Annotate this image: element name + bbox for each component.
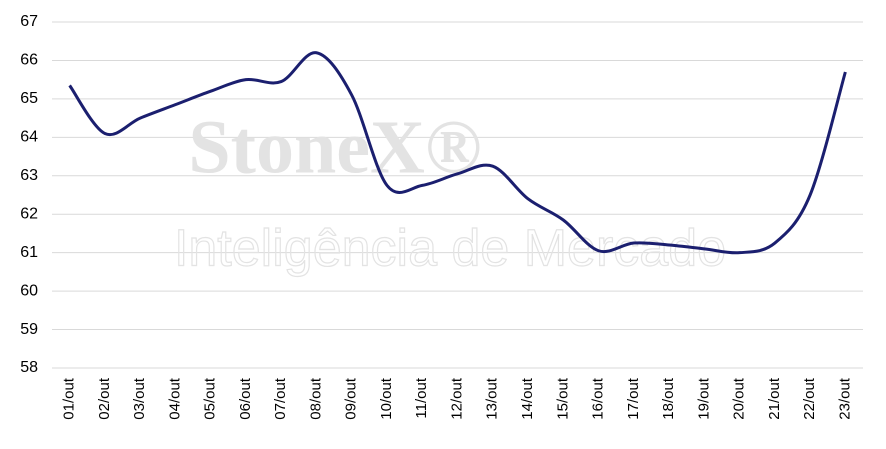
- y-tick-label: 65: [20, 90, 38, 107]
- x-tick-label: 06/out: [237, 377, 254, 420]
- x-tick-label: 21/out: [766, 377, 783, 420]
- x-tick-label: 15/out: [554, 377, 571, 420]
- y-tick-label: 63: [20, 167, 38, 184]
- x-tick-label: 17/out: [625, 377, 642, 420]
- y-tick-label: 62: [20, 205, 38, 222]
- x-tick-label: 13/out: [484, 377, 501, 420]
- y-tick-label: 61: [20, 244, 38, 261]
- x-tick-label: 02/out: [96, 377, 113, 420]
- x-tick-label: 20/out: [731, 377, 748, 420]
- x-tick-label: 10/out: [378, 377, 395, 420]
- watermark-brand: StoneX®: [188, 105, 481, 189]
- y-tick-label: 60: [20, 282, 38, 299]
- y-tick-label: 66: [20, 52, 38, 69]
- watermark-tagline: Inteligência de Mercado: [174, 220, 726, 278]
- x-tick-label: 23/out: [836, 377, 853, 420]
- x-tick-label: 11/out: [413, 377, 430, 418]
- x-tick-label: 04/out: [166, 377, 183, 420]
- data-line: [68, 51, 847, 255]
- x-tick-label: 03/out: [131, 377, 148, 420]
- x-tick-label: 07/out: [272, 377, 289, 420]
- x-tick-label: 14/out: [519, 377, 536, 420]
- x-tick-label: 19/out: [695, 377, 712, 420]
- y-tick-label: 67: [20, 13, 38, 30]
- x-tick-label: 12/out: [448, 377, 465, 420]
- x-tick-label: 16/out: [590, 377, 607, 420]
- x-tick-label: 05/out: [202, 377, 219, 420]
- y-tick-label: 64: [20, 129, 38, 146]
- x-tick-label: 18/out: [660, 377, 677, 420]
- y-tick-label: 59: [20, 321, 38, 338]
- x-tick-label: 22/out: [801, 377, 818, 420]
- x-tick-label: 01/out: [61, 377, 78, 420]
- y-tick-label: 58: [20, 359, 38, 376]
- x-tick-label: 08/out: [307, 377, 324, 420]
- x-tick-label: 09/out: [343, 377, 360, 420]
